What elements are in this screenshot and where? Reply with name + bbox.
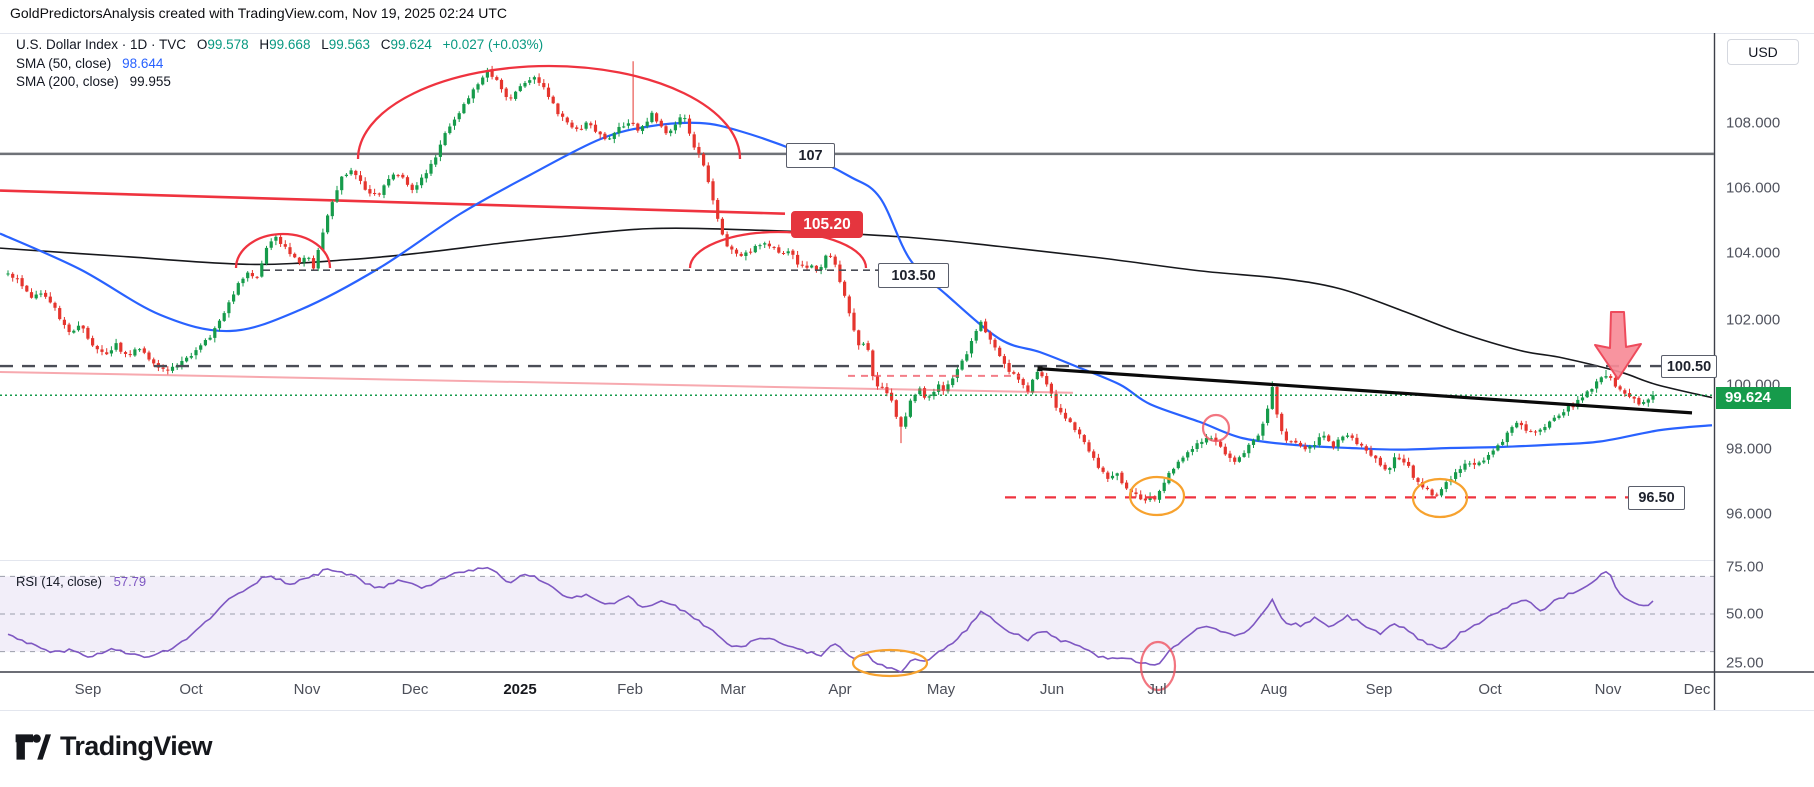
sma50-legend-row[interactable]: SMA (50, close) 98.644 (16, 55, 543, 74)
rsi-legend[interactable]: RSI (14, close) 57.79 (16, 574, 146, 589)
tradingview-logo-icon (15, 733, 51, 760)
rsi-band (0, 576, 1715, 652)
black-trendline[interactable] (1039, 367, 1693, 415)
price-level-label-100.50[interactable]: 100.50 (1661, 355, 1717, 378)
price-level-label-105.20[interactable]: 105.20 (791, 211, 863, 238)
low-label: L (321, 37, 329, 52)
price-axis-label: 108.000 (1726, 114, 1781, 132)
close-value: 99.624 (390, 37, 432, 52)
open-value: 99.578 (207, 37, 249, 52)
price-axis-label: 104.000 (1726, 244, 1781, 262)
time-axis-label: Aug (1260, 681, 1288, 698)
pink-circle-jul-retest[interactable] (1201, 413, 1231, 443)
candlestick-series[interactable] (6, 61, 1655, 504)
low-value: 99.563 (328, 37, 371, 52)
red-arc-apr-2025[interactable] (688, 230, 868, 269)
high-label: H (259, 37, 270, 52)
price-level-label-96.50[interactable]: 96.50 (1628, 486, 1685, 510)
sma200-label: SMA (200, close) (16, 74, 119, 89)
red-resistance-line[interactable] (0, 189, 786, 215)
sma50-line[interactable] (0, 121, 1713, 451)
price-level-label-107[interactable]: 107 (786, 143, 835, 168)
orange-circle-sep-low[interactable] (1411, 477, 1469, 519)
price-axis-label: 25.00 (1726, 654, 1764, 672)
pink-support-line[interactable] (0, 370, 1074, 394)
rsi-value: 57.79 (113, 574, 147, 589)
close-label: C (380, 37, 391, 52)
change-value: +0.027 (+0.03%) (442, 37, 544, 52)
price-axis-label: 98.000 (1726, 440, 1772, 458)
time-axis-label: Sep (1365, 681, 1393, 698)
price-level-label-103.50[interactable]: 103.50 (878, 263, 949, 288)
red-circle-rsi-low[interactable] (1139, 640, 1177, 692)
down-arrow-marker[interactable] (1594, 311, 1642, 380)
price-axis-label: 106.000 (1726, 179, 1781, 197)
sma200-value: 99.955 (129, 74, 171, 89)
open-label: O (196, 37, 208, 52)
currency-button[interactable]: USD (1727, 39, 1799, 65)
time-axis-label: Feb (617, 681, 643, 698)
sma50-label: SMA (50, close) (16, 55, 112, 71)
orange-ellipse-rsi-low[interactable] (851, 648, 929, 678)
price-axis-label: 102.000 (1726, 311, 1781, 329)
sma200-line[interactable] (0, 227, 1713, 399)
sma200-legend-row[interactable]: SMA (200, close) 99.955 (16, 73, 543, 92)
time-axis-label: Sep (74, 681, 102, 698)
rsi-label: RSI (14, close) (16, 574, 102, 589)
time-axis-label: Dec (401, 681, 429, 698)
price-axis-label: 50.00 (1726, 605, 1764, 623)
price-chart-canvas[interactable] (0, 0, 1814, 714)
rsi-line[interactable] (7, 566, 1654, 674)
orange-circle-jul-low[interactable] (1128, 475, 1186, 517)
time-axis-label: Jun (1039, 681, 1065, 698)
attribution-text: GoldPredictorsAnalysis created with Trad… (10, 5, 507, 21)
time-axis-label: Oct (179, 681, 203, 698)
current-price-tag: 99.624 (1716, 387, 1791, 409)
time-axis-label: Nov (293, 681, 321, 698)
black-trendline-anchor[interactable] (1037, 366, 1043, 372)
red-arc-nov-2024[interactable] (234, 232, 332, 269)
time-axis-label: Dec (1683, 681, 1711, 698)
symbol-legend: U.S. Dollar Index · 1D · TVC O99.578 H99… (16, 36, 543, 92)
tradingview-logo[interactable]: TradingView (15, 731, 213, 762)
price-axis-label: 96.000 (1726, 505, 1772, 523)
symbol-title[interactable]: U.S. Dollar Index · 1D · TVC (16, 37, 187, 52)
time-axis-label: Apr (828, 681, 852, 698)
time-axis-label: Mar (720, 681, 746, 698)
price-axis-label: 75.00 (1726, 558, 1764, 576)
tradingview-logo-text: TradingView (60, 731, 213, 761)
red-arc-jan-2025[interactable] (356, 64, 742, 160)
symbol-info-row[interactable]: U.S. Dollar Index · 1D · TVC O99.578 H99… (16, 36, 543, 55)
high-value: 99.668 (269, 37, 311, 52)
sma50-value: 98.644 (122, 55, 164, 71)
time-axis-label: Jul (1147, 681, 1167, 698)
time-axis-label: Nov (1594, 681, 1622, 698)
time-axis-label: May (926, 681, 956, 698)
time-axis-label: Oct (1478, 681, 1502, 698)
time-axis-label: 2025 (503, 681, 537, 698)
